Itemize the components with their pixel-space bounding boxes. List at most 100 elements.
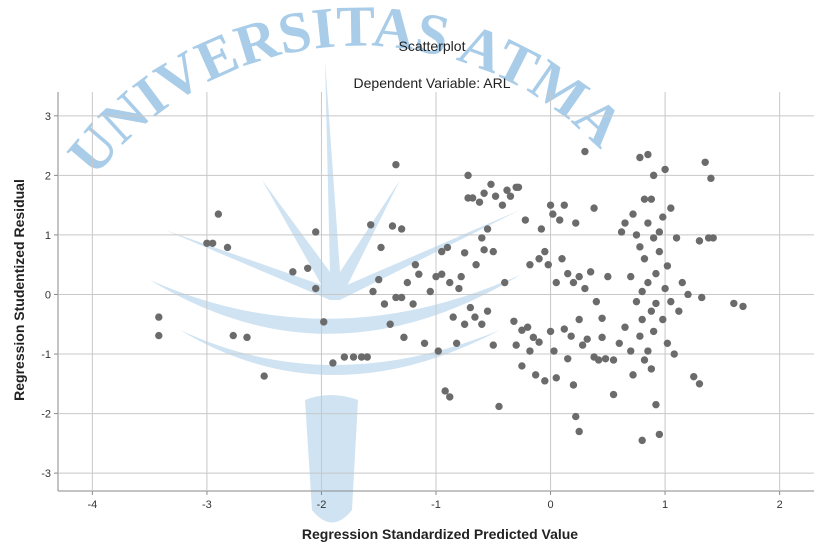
data-point (629, 371, 637, 379)
data-point (340, 353, 349, 361)
data-point (649, 171, 658, 180)
data-point (670, 350, 678, 358)
data-point (483, 225, 492, 233)
data-point (621, 323, 629, 331)
data-point (503, 186, 511, 194)
data-point (655, 247, 664, 256)
data-point (495, 402, 503, 411)
data-point (471, 313, 479, 321)
y-axis-label: Regression Studentized Residual (11, 179, 27, 401)
data-point (526, 261, 534, 269)
y-tick-label: -2 (41, 409, 51, 421)
tick-labels: -4 -3 -2 -1 0 1 2 -3 -2 -1 0 1 2 3 (41, 111, 782, 511)
data-point (615, 339, 623, 348)
data-point (583, 335, 591, 343)
data-point (468, 194, 477, 202)
data-point (647, 365, 656, 373)
data-point (661, 165, 669, 174)
data-point (638, 436, 646, 445)
data-point (349, 353, 358, 361)
data-point (644, 219, 652, 227)
data-point (541, 377, 549, 385)
data-point (649, 234, 658, 242)
data-point (498, 201, 507, 209)
x-tick-label: -2 (317, 499, 327, 511)
data-point (546, 327, 555, 336)
data-point (558, 255, 566, 263)
data-point (155, 313, 163, 321)
data-point (632, 231, 641, 239)
data-point (312, 228, 320, 236)
data-point (369, 287, 377, 296)
data-point (556, 216, 564, 224)
data-point (647, 307, 656, 315)
data-point (475, 198, 484, 206)
data-point (695, 380, 704, 388)
data-point (621, 219, 629, 227)
y-tick-label: -3 (41, 468, 51, 480)
data-point (411, 261, 420, 269)
data-point (392, 293, 400, 302)
data-point (549, 210, 557, 218)
data-point (598, 333, 606, 342)
data-point (647, 195, 656, 203)
data-point (598, 314, 606, 322)
data-point (581, 147, 589, 156)
data-point (632, 297, 641, 306)
data-point (397, 225, 406, 233)
data-point (397, 293, 406, 302)
data-point (644, 278, 652, 287)
data-point (569, 381, 578, 389)
data-point (541, 247, 549, 256)
data-point (537, 225, 546, 233)
data-point (229, 331, 237, 340)
data-point (655, 228, 664, 236)
data-point (575, 272, 583, 281)
data-point (609, 390, 618, 399)
data-point (640, 356, 649, 364)
data-point (695, 237, 704, 245)
data-point (446, 393, 454, 401)
data-point (663, 339, 672, 348)
data-point (636, 243, 644, 251)
data-point (491, 192, 500, 200)
x-tick-label: -3 (202, 499, 212, 511)
data-point (457, 272, 465, 281)
data-point (449, 313, 457, 321)
data-point (564, 269, 572, 278)
data-point (443, 243, 452, 252)
data-point (678, 278, 686, 287)
data-point (357, 353, 366, 361)
data-point (386, 320, 394, 328)
data-point (203, 239, 211, 247)
data-point (487, 180, 495, 189)
data-point (663, 262, 672, 270)
data-point (578, 341, 587, 349)
data-point (649, 327, 658, 336)
data-point (460, 249, 469, 257)
data-point (629, 210, 637, 218)
data-point (409, 300, 417, 308)
data-point (208, 239, 217, 247)
data-point (464, 171, 472, 180)
data-point (400, 333, 408, 342)
data-point (707, 174, 715, 183)
data-point (446, 278, 454, 287)
data-point (661, 284, 669, 293)
data-point (289, 268, 297, 276)
data-point (377, 243, 385, 252)
data-point (529, 333, 538, 342)
data-point (367, 221, 375, 229)
data-point (560, 201, 568, 209)
data-point (483, 307, 492, 315)
data-point (672, 234, 681, 242)
data-point (489, 341, 497, 349)
x-tick-label: -1 (431, 499, 441, 511)
data-point (388, 222, 397, 230)
data-point (640, 255, 649, 263)
data-point (460, 320, 469, 328)
data-point (655, 430, 664, 439)
data-point (652, 400, 660, 409)
data-point (514, 183, 523, 191)
